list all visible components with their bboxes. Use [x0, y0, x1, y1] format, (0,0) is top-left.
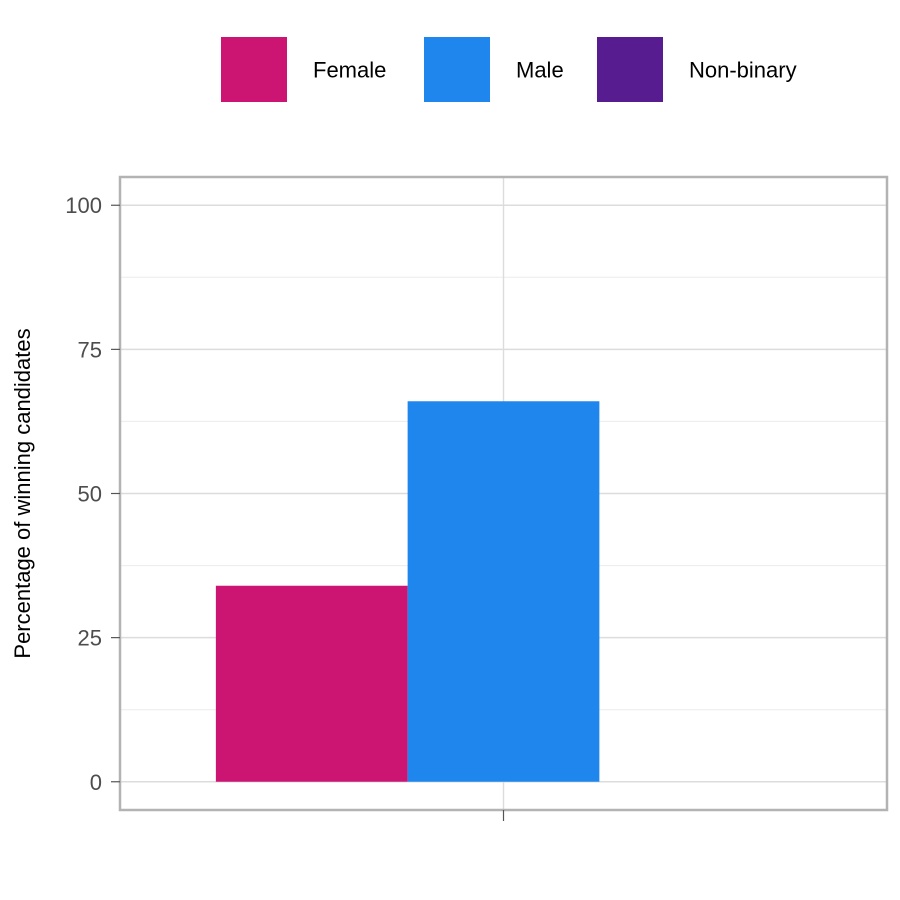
legend-label: Female	[313, 58, 386, 83]
y-tick-label: 75	[78, 337, 102, 362]
bars	[215, 401, 600, 782]
bar-female	[215, 585, 408, 782]
axis-ticks: 0 25 50 75 100	[65, 193, 505, 821]
y-axis-title: Percentage of winning candidates	[10, 328, 35, 658]
y-tick-label: 100	[65, 193, 102, 218]
bar-male	[407, 401, 600, 782]
legend-label: Male	[516, 58, 564, 83]
legend-key-female	[221, 37, 287, 102]
y-tick-label: 25	[78, 626, 102, 651]
legend-key-male	[424, 37, 490, 102]
legend-label: Non-binary	[689, 58, 797, 83]
y-tick-label: 50	[78, 482, 102, 507]
legend: Female Male Non-binary	[221, 37, 797, 102]
y-tick-label: 0	[90, 770, 102, 795]
legend-key-non-binary	[597, 37, 663, 102]
